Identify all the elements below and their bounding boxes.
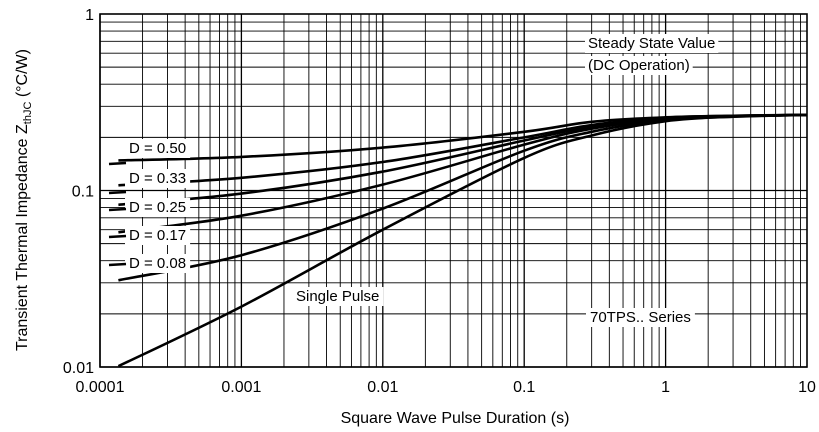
y-tick-label: 0.1 <box>72 184 94 201</box>
series-leader-d-0-33 <box>108 190 127 195</box>
plot-frame <box>99 13 808 368</box>
y-axis-title-group: Transient Thermal Impedance ZthJC (°C/W) <box>14 49 34 351</box>
annotation-steady-state-background <box>585 34 719 53</box>
series-leader-d-0-08 <box>108 262 127 267</box>
series-label-single-pulse-background <box>292 287 384 306</box>
y-axis-title-main: Transient Thermal Impedance Z <box>14 124 31 351</box>
x-tick-label: 0.0001 <box>76 379 125 396</box>
series-label-single-pulse-group: Single Pulse <box>292 287 384 306</box>
series-line-single-pulse <box>117 113 808 368</box>
series-label-d-0-17: D = 0.17 <box>129 227 186 244</box>
series-label-single-pulse: Single Pulse <box>296 288 379 305</box>
series-label-d-0-50: D = 0.50 <box>129 140 186 157</box>
x-tick-label: 1 <box>661 379 670 396</box>
x-tick-label: 0.001 <box>221 379 261 396</box>
annotation-steady-state-group: Steady State Value <box>585 34 719 53</box>
annotation-steady-state: Steady State Value <box>588 35 715 52</box>
series-leader-d-0-25 <box>108 207 127 212</box>
series-label-d-0-25: D = 0.25 <box>129 199 186 216</box>
x-tick-label: 10 <box>798 379 816 396</box>
series-layer <box>117 113 808 368</box>
series-label-d-0-17-group: D = 0.17 <box>125 226 191 245</box>
series-label-d-0-50-background <box>125 139 191 158</box>
grid-lines <box>99 13 808 368</box>
y-axis-title-unit: (°C/W) <box>14 49 31 102</box>
series-label-d-0-17-background <box>125 226 191 245</box>
series-label-d-0-25-background <box>125 198 191 217</box>
tick-label-layer: 0.0001 0.001 0.01 0.1 1 10 0.01 0.1 1 <box>63 7 816 396</box>
y-tick-label: 1 <box>85 7 94 24</box>
series-label-d-0-50-group: D = 0.50 <box>125 139 191 158</box>
series-label-d-0-33-background <box>125 169 191 188</box>
x-tick-label: 0.1 <box>513 379 535 396</box>
series-label-d-0-33-group: D = 0.33 <box>125 169 191 188</box>
series-label-d-0-08: D = 0.08 <box>129 255 186 272</box>
series-label-d-0-08-group: D = 0.08 <box>125 254 191 273</box>
annotation-dc-operation-group: (DC Operation) <box>585 56 693 75</box>
series-leader-d-0-17 <box>108 234 127 239</box>
y-tick-label: 0.01 <box>63 360 94 377</box>
y-axis-title: Transient Thermal Impedance ZthJC (°C/W) <box>14 49 34 351</box>
annotation-dc-operation: (DC Operation) <box>588 57 690 74</box>
label-layer: D = 0.50 D = 0.33 D = 0.25 D = 0.17 D = 0.08… <box>108 34 719 327</box>
annotation-dc-operation-background <box>585 56 693 75</box>
x-axis-title: Square Wave Pulse Duration (s) <box>341 410 570 427</box>
annotation-series-name-background <box>586 308 695 327</box>
series-leader-d-0-50 <box>108 161 127 166</box>
x-tick-label: 0.01 <box>367 379 398 396</box>
series-label-d-0-33: D = 0.33 <box>129 170 186 187</box>
annotation-series-name: 70TPS.. Series <box>590 309 691 326</box>
y-axis-title-subscript: thJC <box>22 102 34 125</box>
annotation-series-name-group: 70TPS.. Series <box>586 308 695 327</box>
series-label-d-0-08-background <box>125 254 191 273</box>
series-label-d-0-25-group: D = 0.25 <box>125 198 191 217</box>
